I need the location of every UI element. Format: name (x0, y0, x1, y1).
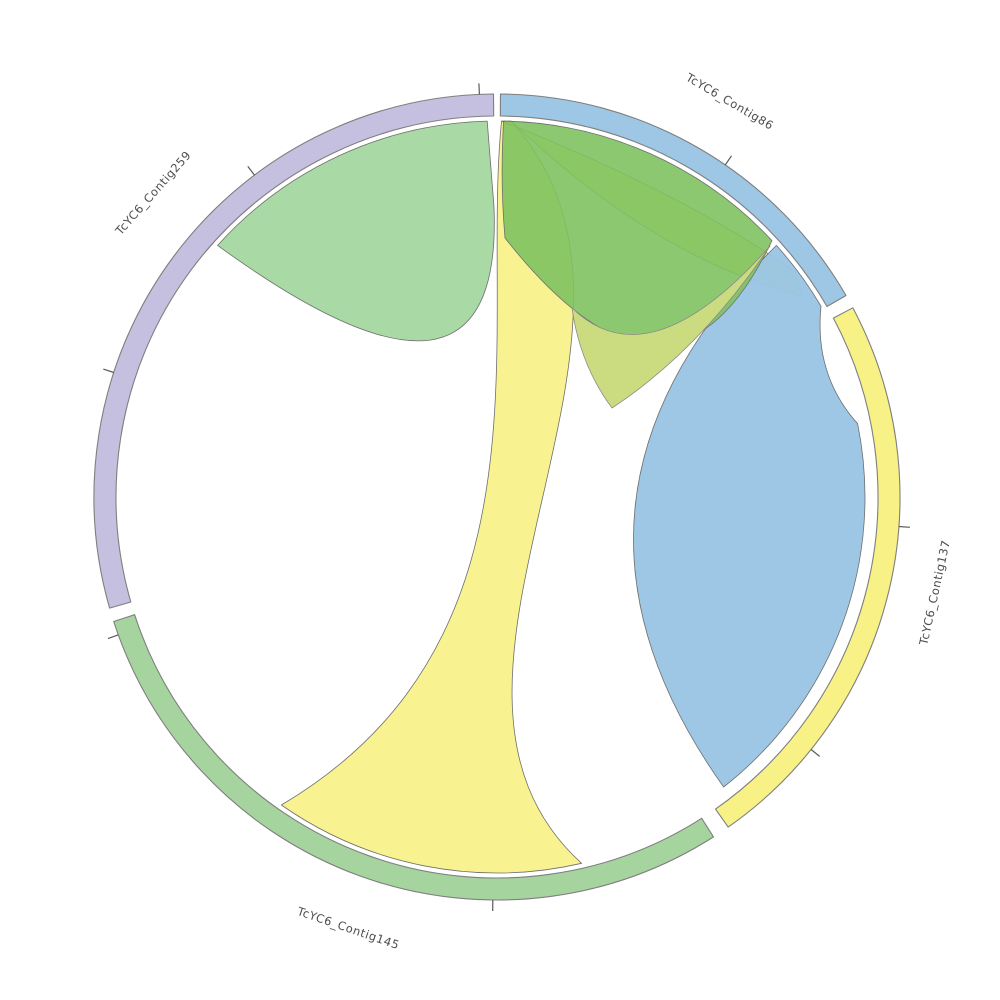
segment-label-contig259: TcYC6_Contig259 (112, 148, 194, 238)
ribbon-green-fan-left (217, 120, 495, 342)
segment-arc-contig145 (113, 614, 715, 901)
ribbon-overlap-wedge (571, 245, 771, 409)
tick-layer (103, 83, 910, 912)
segment-label-contig86: TcYC6_Contig86 (683, 70, 777, 133)
segment-label-contig137: TcYC6_Contig137 (916, 539, 953, 648)
scale-tick (103, 368, 114, 374)
scale-tick (810, 749, 820, 757)
segment-label-contig145: TcYC6_Contig145 (295, 904, 402, 952)
scale-tick (724, 155, 732, 166)
ribbon-blue-ribbon (633, 245, 866, 788)
segment-arc-contig86 (499, 93, 847, 308)
scale-tick (478, 83, 480, 95)
scale-tick (107, 634, 119, 640)
segment-arc-contig137 (714, 307, 901, 828)
scale-tick (898, 525, 910, 528)
ribbon-layer (217, 120, 866, 874)
segment-ring-layer (93, 93, 901, 901)
ribbon-yellow-twisted-fan (281, 120, 582, 874)
segment-arc-contig259 (93, 93, 495, 609)
scale-tick (247, 166, 255, 176)
